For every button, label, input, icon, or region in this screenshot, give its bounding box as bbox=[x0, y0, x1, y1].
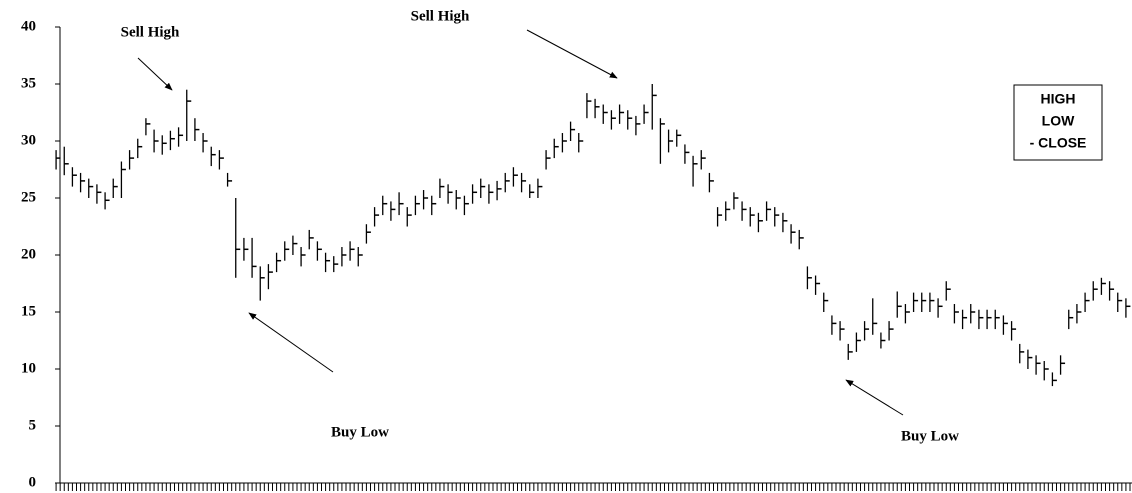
legend-label: HIGH bbox=[1041, 91, 1076, 107]
arrow bbox=[137, 57, 173, 91]
y-tick-label: 35 bbox=[21, 75, 36, 91]
y-tick-label: 25 bbox=[21, 189, 36, 205]
y-tick-label: 15 bbox=[21, 303, 36, 319]
y-tick-label: 0 bbox=[29, 474, 37, 490]
y-tick-label: 10 bbox=[21, 360, 36, 376]
legend: HIGH LOW - CLOSE bbox=[1013, 84, 1103, 161]
arrow bbox=[248, 312, 334, 373]
y-tick-label: 30 bbox=[21, 132, 36, 148]
legend-label: LOW bbox=[1042, 113, 1075, 129]
y-tick-label: 5 bbox=[29, 417, 37, 433]
y-tick-label: 40 bbox=[21, 18, 36, 34]
arrow bbox=[845, 379, 904, 416]
annotation: Buy Low bbox=[331, 424, 389, 440]
annotation: Sell High bbox=[121, 24, 180, 40]
arrow bbox=[526, 29, 618, 79]
y-tick-label: 20 bbox=[21, 246, 36, 262]
legend-label: - CLOSE bbox=[1030, 135, 1087, 151]
legend-box bbox=[1013, 84, 1103, 161]
annotation: Sell High bbox=[411, 8, 470, 24]
annotation: Buy Low bbox=[901, 428, 959, 444]
